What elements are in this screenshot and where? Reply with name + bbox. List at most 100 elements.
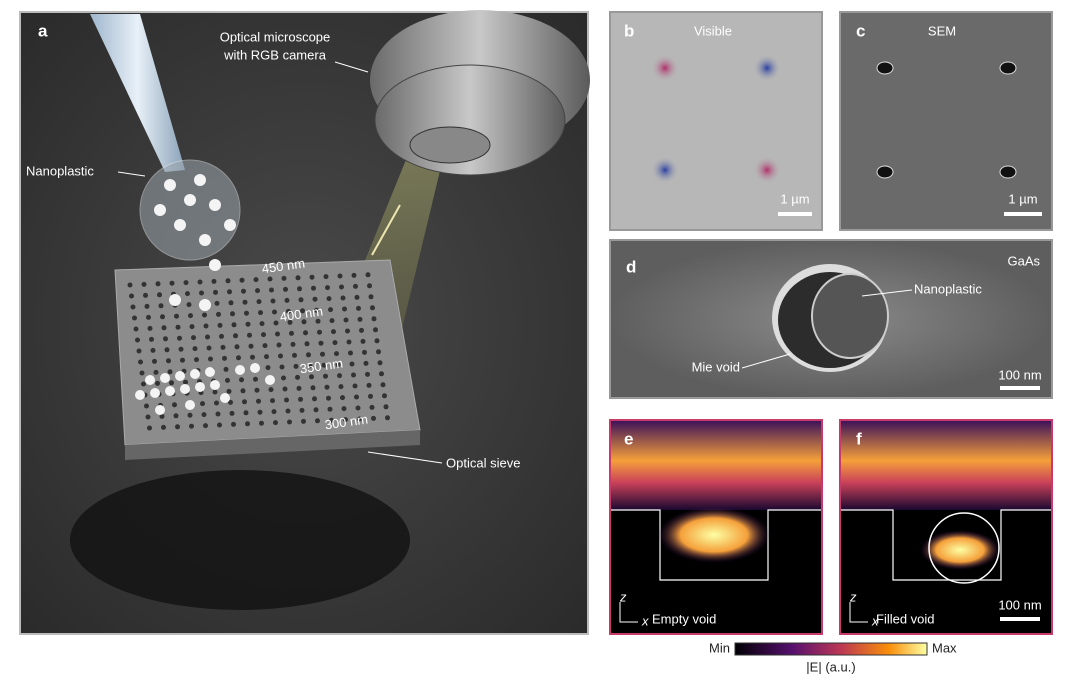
decoration [197,279,203,285]
decoration [298,297,304,303]
decoration [161,325,167,331]
decoration [208,356,213,362]
decoration [290,341,296,347]
decoration [219,333,224,339]
decoration [245,321,251,327]
decoration [276,342,282,348]
decoration [355,405,361,411]
decoration [153,369,159,375]
scale-bar [1004,212,1042,216]
decoration [373,327,378,333]
leader [334,61,369,73]
decoration [147,425,152,431]
decoration [323,373,328,379]
decoration [191,335,196,341]
decoration [199,290,204,296]
decoration [331,329,336,335]
decoration [295,275,301,281]
panel-b: b Visible 1 µm [609,11,823,231]
decoration [222,355,227,361]
decoration [175,324,181,330]
decoration [368,294,374,300]
decoration [160,373,170,383]
decoration [144,403,149,409]
panel-title: Visible [694,23,732,38]
decoration [351,372,356,378]
decoration [385,415,390,421]
decoration [310,385,316,391]
decoration [149,336,154,342]
decoration [371,316,377,322]
decoration [374,338,380,344]
decoration [296,385,302,391]
decoration [326,296,332,302]
panel-label: f [856,429,862,448]
decoration [342,306,347,312]
decoration [351,272,357,278]
panel-a: a Optical microscope with RGB camera Nan… [19,10,590,635]
decoration [183,280,189,286]
size-label: 400 nm [279,303,324,324]
decoration [175,424,180,430]
decoration [245,421,250,427]
decoration [209,259,221,271]
decoration [312,296,318,302]
decoration [239,277,245,283]
decoration [186,302,192,308]
decoration [231,421,236,427]
decoration [175,371,185,381]
decoration [173,413,179,419]
decoration [169,294,181,306]
colorbar-bar [734,642,928,656]
decoration [273,420,278,426]
scale-label: 100 nm [998,367,1041,382]
decoration [206,345,212,351]
colorbar-max: Max [932,640,957,655]
decoration [146,314,151,320]
decoration [230,311,235,317]
annotation: Optical sieve [446,455,520,470]
decoration [365,371,370,377]
decoration [174,219,186,231]
decoration [292,352,297,358]
decoration [253,277,259,283]
decoration [337,373,342,379]
decoration [335,362,341,368]
axis-label: z [849,589,857,604]
colorbar-min: Min [709,640,730,655]
decoration [382,393,387,399]
panel-label: a [38,21,48,40]
panel-c: c SEM 1 µm [839,11,1053,231]
decoration [339,284,344,290]
decoration [282,386,288,392]
decoration [172,402,177,408]
decoration [309,274,315,280]
decoration [157,292,162,298]
decoration [210,380,220,390]
decoration [349,361,355,367]
axis-label: x [871,613,879,628]
decoration [202,312,207,318]
panel-e: e Empty void z x [609,419,823,635]
decoration [177,335,182,341]
decoration [357,416,362,422]
decoration [187,412,193,418]
decoration [297,286,302,292]
microscope [370,10,590,176]
decoration [239,377,244,383]
decoration [314,307,319,313]
decoration [352,383,358,389]
annotation: Nanoplastic [26,163,94,178]
decoration [267,276,273,282]
decoration [199,299,211,311]
decoration [307,363,313,369]
decoration [188,313,193,319]
decoration [217,322,223,328]
caption: Empty void [652,611,716,626]
decoration [154,204,166,216]
decoration [195,382,205,392]
decoration [235,365,245,375]
decoration [178,346,184,352]
decoration [312,396,317,402]
decoration [357,316,363,322]
